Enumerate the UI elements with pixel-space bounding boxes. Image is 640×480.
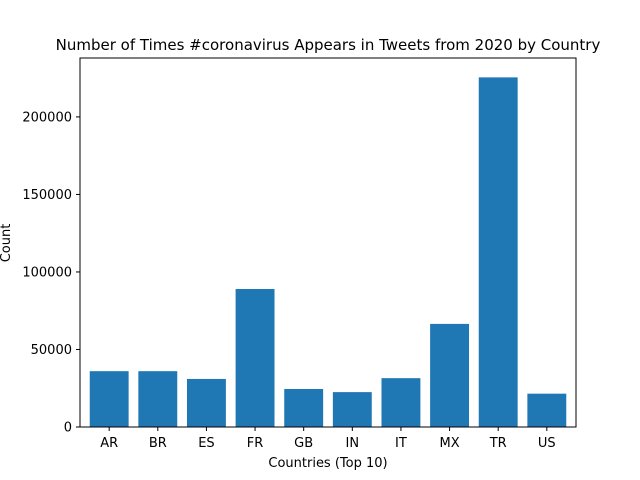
y-tick-label: 50000 [31,343,72,358]
x-axis-label: Countries (Top 10) [268,456,387,471]
x-tick-label: AR [100,436,118,451]
y-tick-label: 0 [64,421,72,436]
chart-title: Number of Times #coronavirus Appears in … [56,36,601,54]
x-tick-label: ES [198,436,214,451]
x-tick-label: IN [346,436,360,451]
bar-tr [478,77,518,427]
x-tick-label: FR [247,436,264,451]
y-tick-label: 200000 [22,110,72,125]
x-tick-label: TR [489,436,507,451]
x-tick-label: BR [149,436,167,451]
bar-ar [89,371,129,427]
bar-fr [235,289,275,427]
y-axis-label: Count [0,224,14,263]
y-axis-ticks: 0 50000 100000 150000 200000 [22,110,80,436]
bar-es [186,378,226,427]
bars-group [89,77,567,427]
x-axis-ticks: AR BR ES FR GB IN IT MX TR US [100,427,556,451]
x-tick-label: GB [294,436,313,451]
bar-br [138,371,178,427]
x-tick-label: IT [395,436,407,451]
x-tick-label: MX [440,436,460,451]
y-tick-label: 150000 [22,188,72,203]
bar-it [381,378,421,427]
bar-gb [284,389,324,427]
plot-frame [79,57,577,428]
bar-in [332,392,372,427]
bar-mx [430,323,470,427]
y-tick-label: 100000 [22,265,72,280]
bar-us [527,393,567,427]
x-tick-label: US [538,436,556,451]
